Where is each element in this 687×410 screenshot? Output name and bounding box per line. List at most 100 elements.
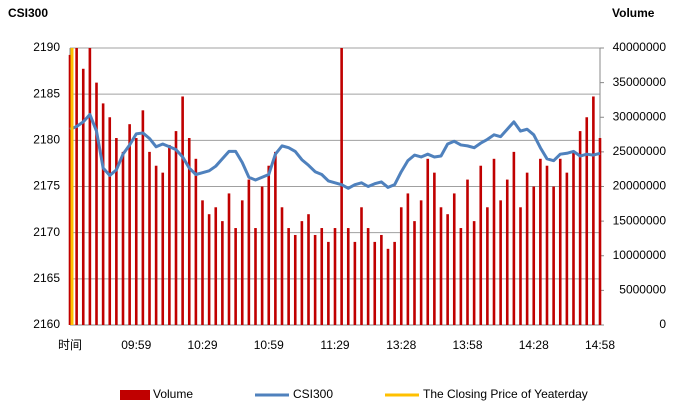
y-axis-label: CSI300 [8, 6, 48, 20]
volume-bar [115, 138, 118, 325]
y2-tick-label: 15000000 [613, 213, 667, 227]
volume-bar [552, 186, 555, 325]
volume-bar [525, 172, 529, 325]
volume-bar [293, 234, 297, 325]
volume-bar [280, 207, 284, 325]
volume-bar [366, 228, 370, 325]
legend-label: Volume [153, 387, 193, 401]
volume-bar [300, 221, 304, 325]
volume-bar [267, 165, 271, 325]
x-tick-label: 13:58 [452, 338, 482, 352]
y-tick-label: 2190 [33, 40, 60, 54]
volume-bar [260, 186, 264, 325]
x-tick-label: 11:29 [320, 338, 349, 352]
volume-bar [426, 158, 430, 325]
volume-bar [141, 110, 145, 325]
volume-bar [181, 96, 184, 325]
volume-bar [472, 221, 476, 325]
volume-bar [320, 228, 324, 325]
volume-bar [201, 200, 204, 325]
y2-tick-label: 0 [659, 317, 666, 331]
volume-bar [492, 158, 496, 325]
volume-bar [75, 48, 78, 325]
volume-bar [148, 151, 151, 325]
volume-bar [274, 151, 277, 325]
volume-bar [439, 207, 443, 325]
volume-bar [380, 234, 383, 325]
volume-bar [466, 179, 469, 325]
y-tick-label: 2180 [33, 133, 60, 147]
volume-bar [452, 193, 456, 325]
volume-bar [214, 207, 218, 325]
legend-swatch [120, 390, 150, 400]
x-tick-label: 09:59 [121, 338, 151, 352]
x-tick-label: 10:29 [187, 338, 217, 352]
x-tick-label: 10:59 [254, 338, 284, 352]
volume-bar [386, 248, 390, 325]
volume-bar [539, 158, 542, 325]
volume-bar [532, 186, 536, 325]
volume-bar [134, 138, 138, 325]
y-tick-label: 2160 [33, 317, 60, 331]
volume-bar [187, 138, 191, 325]
volume-bar [512, 151, 516, 325]
volume-bar [287, 228, 290, 325]
y2-tick-label: 20000000 [613, 179, 667, 193]
y-tick-label: 2165 [33, 271, 60, 285]
volume-bar [128, 124, 131, 325]
csi300-line [69, 112, 601, 190]
volume-bar [327, 241, 330, 325]
volume-bar [479, 165, 483, 325]
volume-bar [95, 82, 98, 325]
legend-label: CSI300 [293, 387, 333, 401]
volume-bar [360, 207, 363, 325]
volume-bar [340, 48, 343, 325]
volume-bar [207, 214, 211, 325]
volume-bar [307, 214, 310, 325]
volume-bar [108, 117, 112, 325]
volume-bar [81, 68, 85, 326]
volume-bar [247, 179, 251, 325]
volume-bar [419, 200, 423, 325]
x-tick-label: 13:28 [386, 338, 416, 352]
volume-bar [558, 158, 562, 325]
volume-bar [194, 158, 198, 325]
volume-bar [254, 228, 257, 325]
y2-tick-label: 25000000 [613, 144, 667, 158]
volume-bar [598, 138, 602, 325]
y2-tick-label: 5000000 [619, 283, 666, 297]
volume-bar [240, 200, 244, 325]
volume-bar [406, 193, 410, 325]
volume-bar [353, 241, 357, 325]
y-tick-label: 2170 [33, 225, 60, 239]
volume-bar [499, 200, 502, 325]
volume-bar [154, 165, 158, 325]
volume-bar [346, 228, 350, 325]
volume-bar [121, 151, 125, 325]
volume-bar [101, 103, 105, 326]
y-tick-label: 2175 [33, 179, 60, 193]
volume-bar [399, 207, 403, 325]
volume-bar [161, 172, 165, 325]
volume-bar [313, 234, 317, 325]
volume-bar [234, 228, 237, 325]
volume-bar [333, 228, 337, 325]
volume-bar [227, 193, 231, 325]
volume-bar [88, 48, 92, 325]
volume-bar [572, 151, 575, 325]
y2-tick-label: 35000000 [613, 75, 667, 89]
x-tick-label: 14:28 [519, 338, 549, 352]
volume-bar [486, 207, 489, 325]
legend-label: The Closing Price of Yeaterday [423, 387, 588, 401]
volume-bar [459, 228, 463, 325]
y2-tick-label: 40000000 [613, 40, 667, 54]
y2-tick-label: 30000000 [613, 109, 667, 123]
volume-bar [174, 131, 178, 325]
y2-axis-label: Volume [612, 6, 655, 20]
volume-bar [592, 96, 595, 325]
volume-bar [545, 165, 549, 325]
y2-tick-label: 10000000 [613, 248, 667, 262]
volume-bar [565, 172, 569, 325]
volume-bar [373, 241, 377, 325]
